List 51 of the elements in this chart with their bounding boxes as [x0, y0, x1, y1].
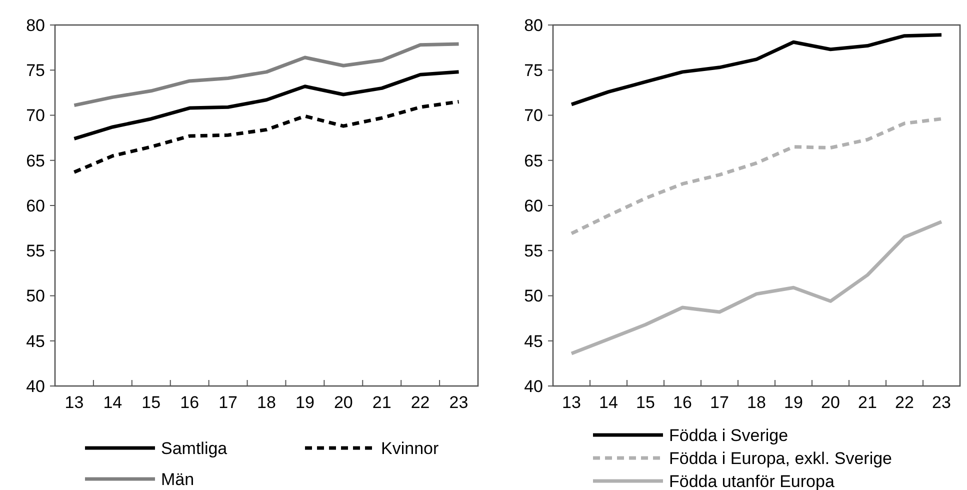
x-tick-label: 15	[142, 393, 161, 412]
y-tick-label: 45	[26, 332, 45, 351]
x-tick-label: 22	[410, 393, 430, 412]
y-tick-label: 55	[26, 242, 45, 261]
x-tick-label: 14	[599, 393, 618, 412]
y-tick-label: 80	[26, 16, 45, 35]
y-tick-label: 50	[524, 286, 543, 306]
x-tick-label: 19	[295, 393, 314, 412]
legend-label: Födda i Europa, exkl. Sverige	[669, 448, 892, 468]
legend-label: Män	[161, 470, 194, 489]
x-tick-label: 17	[710, 393, 729, 412]
x-tick-label: 20	[821, 393, 840, 412]
x-tick-label: 17	[218, 393, 238, 412]
y-tick-label: 70	[26, 106, 45, 126]
y-tick-label: 55	[524, 242, 543, 261]
line-series	[72, 100, 461, 174]
y-tick-label: 40	[524, 376, 543, 396]
line-series	[570, 117, 944, 236]
x-tick-label: 20	[334, 393, 353, 412]
y-tick-label: 40	[26, 376, 45, 396]
y-tick-label: 60	[524, 196, 543, 216]
y-tick-label: 75	[26, 61, 45, 80]
legend-label: Kvinnor	[381, 438, 439, 458]
x-tick-label: 19	[784, 393, 803, 412]
y-tick-label: 50	[26, 286, 45, 306]
x-tick-label: 13	[562, 393, 581, 412]
legend-label: Födda i Sverige	[669, 426, 788, 445]
x-tick-label: 23	[449, 393, 468, 412]
y-tick-label: 70	[524, 106, 543, 126]
line-series	[72, 70, 461, 140]
line-series	[570, 33, 944, 106]
y-tick-label: 60	[26, 196, 45, 216]
x-tick-label: 16	[180, 393, 200, 412]
y-tick-label: 45	[524, 332, 543, 351]
x-tick-label: 15	[636, 393, 655, 412]
x-tick-label: 18	[747, 393, 766, 412]
x-tick-label: 14	[103, 393, 122, 412]
x-tick-label: 18	[257, 393, 276, 412]
x-tick-label: 21	[372, 393, 392, 412]
y-tick-label: 65	[26, 151, 45, 170]
y-tick-label: 80	[524, 16, 543, 35]
x-tick-label: 22	[895, 393, 914, 412]
legend-label: Samtliga	[161, 438, 228, 458]
x-tick-label: 13	[64, 393, 84, 412]
y-tick-label: 65	[524, 151, 543, 170]
line-series	[570, 220, 944, 356]
x-tick-label: 16	[673, 393, 692, 412]
line-series	[72, 42, 461, 108]
x-tick-label: 23	[932, 393, 951, 412]
y-tick-label: 75	[524, 61, 543, 80]
x-tick-label: 21	[858, 393, 877, 412]
